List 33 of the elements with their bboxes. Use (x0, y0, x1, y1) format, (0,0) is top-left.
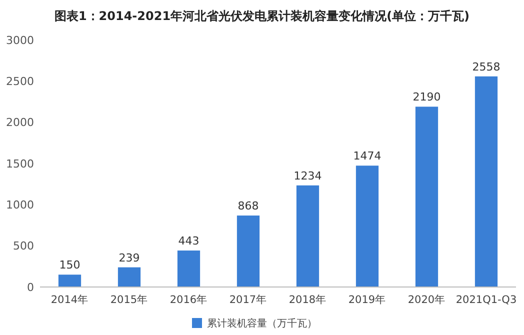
data-label: 2558 (472, 60, 500, 74)
y-tick-label: 2000 (6, 116, 34, 130)
bar (415, 106, 438, 287)
bar (177, 250, 200, 287)
data-label: 2190 (412, 90, 441, 104)
data-label: 150 (59, 258, 80, 272)
bar (58, 274, 82, 287)
x-tick-label: 2016年 (170, 294, 208, 306)
x-tick-label: 2020年 (408, 294, 446, 306)
y-tick-label: 500 (13, 240, 34, 253)
y-tick-label: 2500 (6, 75, 34, 88)
bar (296, 185, 320, 287)
bar (474, 76, 498, 287)
y-tick-label: 1000 (6, 198, 34, 212)
data-label: 1234 (294, 169, 322, 182)
bar (356, 166, 379, 287)
x-tick-label: 2019年 (348, 294, 386, 306)
bar (118, 267, 141, 287)
x-tick-label: 2015年 (110, 294, 148, 306)
x-tick-label: 2014年 (50, 294, 89, 306)
x-tick-label: 2018年 (288, 294, 327, 306)
x-tick-label: 2017年 (229, 294, 268, 306)
legend-label: 累计装机容量（万千瓦） (207, 318, 317, 330)
data-label: 868 (238, 200, 259, 213)
bar (236, 216, 260, 287)
data-label: 1474 (353, 150, 382, 163)
chart-title: 图表1：2014-2021年河北省光伏发电累计装机容量变化情况(单位：万千瓦) (54, 9, 470, 23)
y-tick-label: 0 (27, 280, 34, 294)
y-tick-label: 1500 (6, 157, 34, 170)
x-tick-label: 2021Q1-Q3 (456, 294, 517, 306)
data-label: 239 (118, 251, 140, 264)
data-label: 443 (178, 234, 200, 248)
y-tick-label: 3000 (6, 34, 34, 47)
